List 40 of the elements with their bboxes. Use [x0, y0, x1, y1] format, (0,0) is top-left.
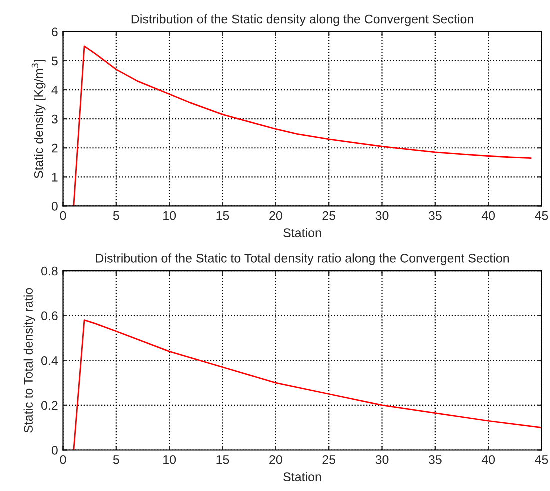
- x-tick-label: 45: [535, 456, 548, 464]
- x-tick-label: 30: [376, 455, 389, 464]
- y-axis-title: Static to Total density ratio: [24, 288, 36, 433]
- y-tick-label: 3: [52, 114, 58, 124]
- y-tick-label: 0: [52, 202, 58, 211]
- y-tick-label: 0.8: [42, 266, 58, 276]
- y-tick-label: 5: [52, 56, 58, 66]
- y-tick-label: 0.2: [42, 401, 58, 410]
- x-tick-label: 0: [60, 211, 66, 220]
- x-tick-label: 15: [216, 456, 230, 464]
- y-axis-title: Static density [Kg/m$^{3}$]: [32, 60, 46, 178]
- x-tick-label: 10: [164, 211, 176, 220]
- y-tick-label: 0.6: [42, 312, 58, 320]
- x-tick-label: 25: [322, 455, 336, 464]
- y-tick-label: 1: [52, 173, 58, 182]
- x-tick-label: 45: [535, 212, 548, 220]
- chart-title: Distribution of the Static density along the Convergent Section: [132, 14, 474, 26]
- x-tick-label: 0: [60, 455, 66, 464]
- x-tick-label: 35: [428, 455, 442, 464]
- x-tick-label: 35: [428, 211, 442, 220]
- x-tick-label: 25: [322, 211, 336, 220]
- x-axis-title: Station: [284, 228, 322, 238]
- x-tick-label: 30: [376, 211, 389, 220]
- line-series: [73, 320, 542, 450]
- x-tick-label: 40: [482, 211, 496, 220]
- chart-title: Distribution of the Static to Total density ratio along the Convergent Section: [96, 254, 509, 266]
- x-tick-label: 20: [270, 211, 282, 220]
- y-tick-label: 2: [52, 144, 58, 153]
- y-tick-label: 6: [52, 28, 58, 37]
- x-tick-label: 10: [164, 455, 176, 464]
- x-tick-label: 15: [216, 212, 230, 220]
- x-tick-label: 40: [482, 455, 496, 464]
- line-series: [73, 46, 532, 206]
- x-tick-label: 5: [113, 212, 120, 220]
- y-tick-label: 0.4: [42, 356, 58, 366]
- x-tick-label: 5: [113, 456, 120, 464]
- x-tick-label: 20: [270, 455, 282, 464]
- y-tick-label: 4: [52, 86, 58, 95]
- x-axis-title: Station: [284, 472, 322, 482]
- y-tick-label: 0: [52, 446, 58, 455]
